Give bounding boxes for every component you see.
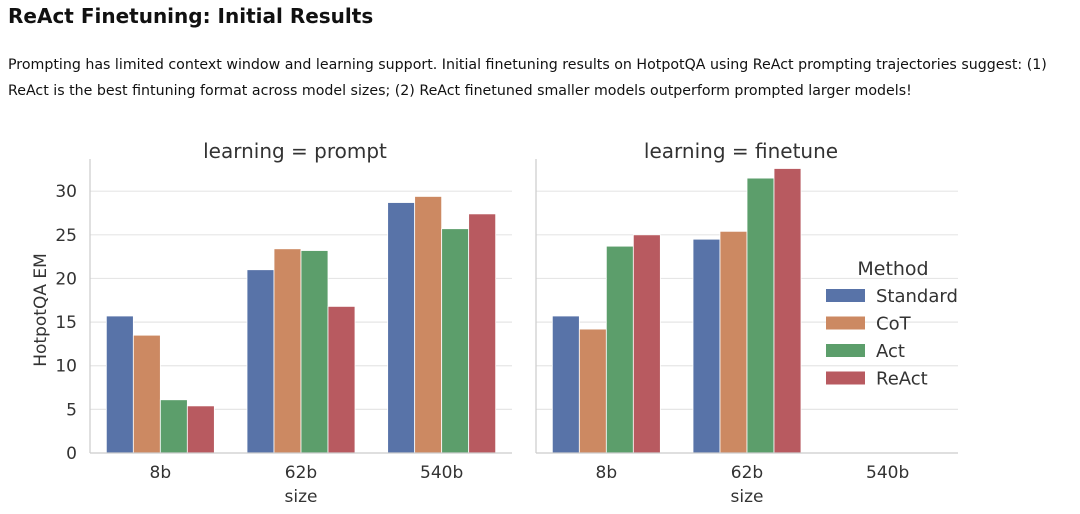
legend-label-react: ReAct bbox=[876, 369, 928, 390]
legend-swatch-standard bbox=[826, 289, 865, 302]
ytick-label-30: 30 bbox=[55, 182, 77, 202]
bar-p1-standard-8b bbox=[105, 315, 134, 454]
y-axis-label: HotpotQA EM bbox=[31, 253, 51, 367]
panel-title-2: learning = finetune bbox=[644, 139, 838, 163]
bar-p2-act-62b bbox=[746, 177, 775, 454]
bar-p1-act-62b bbox=[300, 250, 329, 454]
bar-p1-standard-540b bbox=[387, 202, 416, 454]
x-axis-label-panel-1: size bbox=[285, 487, 318, 507]
panel-title-1: learning = prompt bbox=[203, 139, 387, 163]
ytick-label-0: 0 bbox=[66, 444, 77, 464]
xtick-label-p1-540b: 540b bbox=[420, 463, 463, 483]
legend-label-cot: CoT bbox=[876, 314, 912, 335]
legend-title: Method bbox=[857, 258, 928, 280]
legend-swatch-react bbox=[826, 371, 865, 385]
ytick-label-15: 15 bbox=[55, 313, 77, 333]
legend-swatch-act bbox=[826, 344, 865, 357]
ytick-label-25: 25 bbox=[55, 226, 77, 246]
xtick-label-p2-8b: 8b bbox=[596, 463, 618, 483]
xtick-label-p1-8b: 8b bbox=[150, 463, 172, 483]
bar-p1-act-8b bbox=[159, 399, 188, 454]
legend-label-standard: Standard bbox=[876, 286, 958, 307]
bar-p1-react-62b bbox=[327, 305, 356, 454]
bar-p2-react-8b bbox=[632, 234, 661, 454]
legend-swatch-cot bbox=[826, 316, 865, 330]
bar-p1-react-540b bbox=[468, 213, 497, 454]
intro-paragraph: Prompting has limited context window and… bbox=[8, 57, 1047, 99]
bar-p2-act-8b bbox=[605, 245, 634, 454]
bar-p1-standard-62b bbox=[246, 269, 275, 454]
legend-label-act: Act bbox=[876, 341, 905, 362]
bar-p1-cot-62b bbox=[273, 248, 302, 454]
bar-p2-standard-62b bbox=[692, 238, 721, 454]
xtick-label-p2-62b: 62b bbox=[731, 463, 763, 483]
bar-p2-cot-8b bbox=[578, 328, 607, 454]
ytick-label-10: 10 bbox=[55, 357, 77, 377]
ytick-label-5: 5 bbox=[66, 400, 77, 420]
xtick-label-p2-540b: 540b bbox=[866, 463, 909, 483]
bar-p1-act-540b bbox=[441, 228, 470, 454]
page-title: ReAct Finetuning: Initial Results bbox=[8, 4, 374, 28]
x-axis-label-panel-2: size bbox=[731, 487, 764, 507]
bar-p2-cot-62b bbox=[719, 230, 748, 454]
bar-p1-cot-8b bbox=[132, 334, 161, 454]
bar-p1-cot-540b bbox=[414, 196, 443, 454]
results-bar-chart: learning = prompt 8b 62b 540b size learning =… bbox=[31, 139, 958, 507]
xtick-label-p1-62b: 62b bbox=[285, 463, 317, 483]
bar-p1-react-8b bbox=[186, 405, 215, 454]
bar-p2-react-62b bbox=[773, 168, 802, 454]
bar-p2-standard-8b bbox=[551, 315, 580, 454]
ytick-label-20: 20 bbox=[55, 269, 77, 289]
